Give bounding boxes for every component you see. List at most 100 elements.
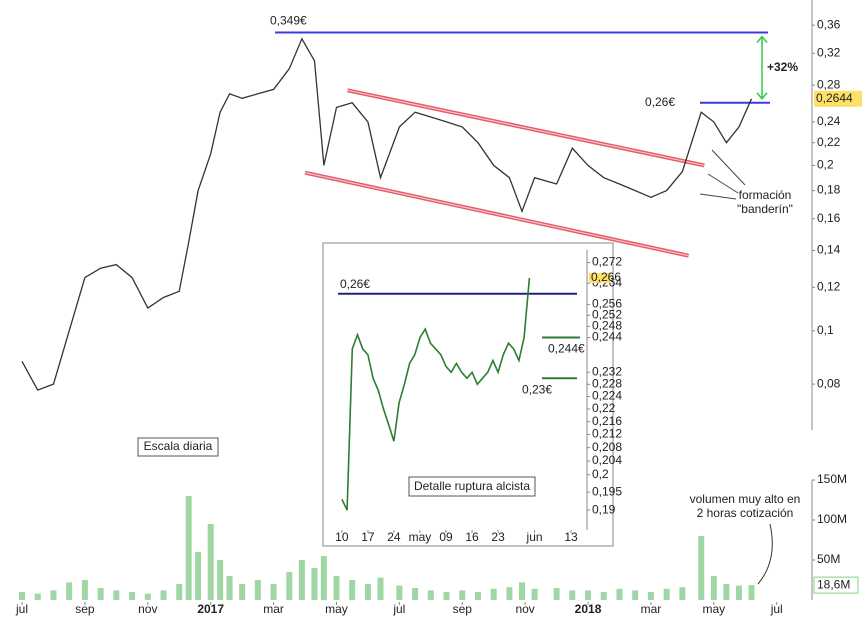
volume-bar [723, 584, 730, 600]
volume-bar [490, 588, 497, 600]
scale-note: Escala diaria [144, 439, 213, 453]
y-tick-label: 0,204 [592, 453, 622, 467]
volume-bar [506, 587, 513, 600]
arrow-head [756, 35, 768, 100]
arrow [699, 193, 737, 200]
y-tick-label: 0,272 [592, 255, 622, 269]
volume-bar [286, 572, 293, 600]
y-tick-label: 0,28 [817, 77, 841, 91]
level-label: 0,244€ [548, 342, 585, 356]
inset-chart: Detalle ruptura alcista 0,26€ 0,244€ 0,23€… [322, 242, 622, 547]
x-tick-label: 23 [491, 530, 505, 544]
y-tick-label: 0,248 [592, 318, 622, 332]
volume-bar [160, 590, 167, 600]
volume-bar [443, 592, 450, 600]
title-box [408, 476, 536, 497]
volume-bar [396, 585, 403, 600]
y-tick-label: 0,208 [592, 440, 622, 454]
volume-bar [531, 588, 538, 600]
volume-bar [207, 524, 214, 600]
x-tick-label: 09 [439, 530, 453, 544]
x-tick-label: sep [453, 602, 473, 616]
volume-bar [97, 588, 104, 600]
arrow [711, 149, 746, 186]
volume-bar [176, 584, 183, 600]
y-tick-label: 0,1 [817, 323, 834, 337]
y-tick-label: 0,22 [817, 135, 841, 149]
volume-bar [585, 590, 592, 600]
y-tick-label: 0,256 [592, 297, 622, 311]
y-tick-label: 100M [817, 512, 847, 526]
volume-bar [616, 588, 623, 600]
volume-bar [195, 552, 202, 600]
volume-bar [600, 592, 607, 600]
y-tick-label: 0,216 [592, 414, 622, 428]
channel-line-inner [304, 172, 689, 257]
y-tick-label: 0,18 [817, 183, 841, 197]
price-line [21, 37, 753, 391]
last-value-box [814, 90, 862, 107]
x-tick-label: 13 [564, 530, 578, 544]
volume-bar [412, 588, 419, 600]
volume-bar [311, 568, 318, 600]
volume-bar [217, 560, 224, 600]
volume-bar [377, 577, 384, 600]
level-label: 0,26€ [645, 95, 675, 109]
volume-bar [239, 584, 246, 600]
last-value-box [589, 272, 611, 283]
y-tick-label: 0,2 [592, 467, 609, 481]
x-tick-label: 16 [465, 530, 479, 544]
y-tick-label: 0,08 [817, 376, 841, 390]
volume-bar [50, 590, 57, 600]
y-tick-label: 0,24 [817, 114, 841, 128]
y-tick-label: 0,232 [592, 364, 622, 378]
volume-bar [474, 592, 481, 600]
volume-bar [647, 592, 654, 600]
volume-bar [66, 582, 73, 600]
x-tick-label: 10 [335, 530, 349, 544]
y-tick-label: 0,195 [592, 484, 622, 498]
x-tick-label: mar [263, 602, 284, 616]
x-tick-label: jun [526, 530, 543, 544]
pct-change: +32% [767, 60, 798, 74]
channel-line-inner [347, 89, 705, 167]
y-tick-label: 0,244 [592, 330, 622, 344]
y-tick-label: 0,22 [592, 401, 616, 415]
level-label: 0,26€ [340, 277, 370, 291]
volume-bar [144, 593, 151, 600]
y-tick-label: 50M [817, 552, 840, 566]
x-tick-label: sep [75, 602, 95, 616]
y-tick-label: 150M [817, 472, 847, 486]
volume-bar [569, 590, 576, 600]
volume-bar [679, 587, 686, 600]
y-tick-label: 0,36 [817, 17, 841, 31]
x-tick-label: 24 [387, 530, 401, 544]
price-chart: Escala diaria formación "banderín" 0,349… [15, 0, 862, 616]
volume-bar [364, 584, 371, 600]
volume-bar [427, 590, 434, 600]
x-tick-label: 2018 [575, 602, 602, 616]
x-tick-label: may [409, 530, 432, 544]
arrow [757, 523, 773, 585]
inset-title: Detalle ruptura alcista [414, 479, 530, 493]
volume-bar [226, 576, 233, 600]
level-label: 0,349€ [270, 14, 307, 28]
volume-chart: volumen muy alto en 2 horas cotización 5… [19, 472, 859, 600]
volume-bar [113, 590, 120, 600]
volume-bar [748, 585, 755, 600]
x-tick-label: jul [392, 602, 405, 616]
y-tick-label: 0,212 [592, 427, 622, 441]
annotation: "banderín" [737, 202, 793, 216]
y-tick-label: 0,228 [592, 376, 622, 390]
volume-bar [518, 582, 525, 600]
volume-bar [735, 585, 742, 600]
y-tick-label: 0,2 [817, 158, 834, 172]
volume-bar [185, 496, 192, 600]
x-tick-label: 17 [361, 530, 375, 544]
volume-bar [333, 576, 340, 600]
last-value-label: 0,2644 [816, 91, 853, 105]
y-tick-label: 0,14 [817, 243, 841, 257]
price-line [341, 277, 531, 511]
x-tick-label: may [702, 602, 725, 616]
